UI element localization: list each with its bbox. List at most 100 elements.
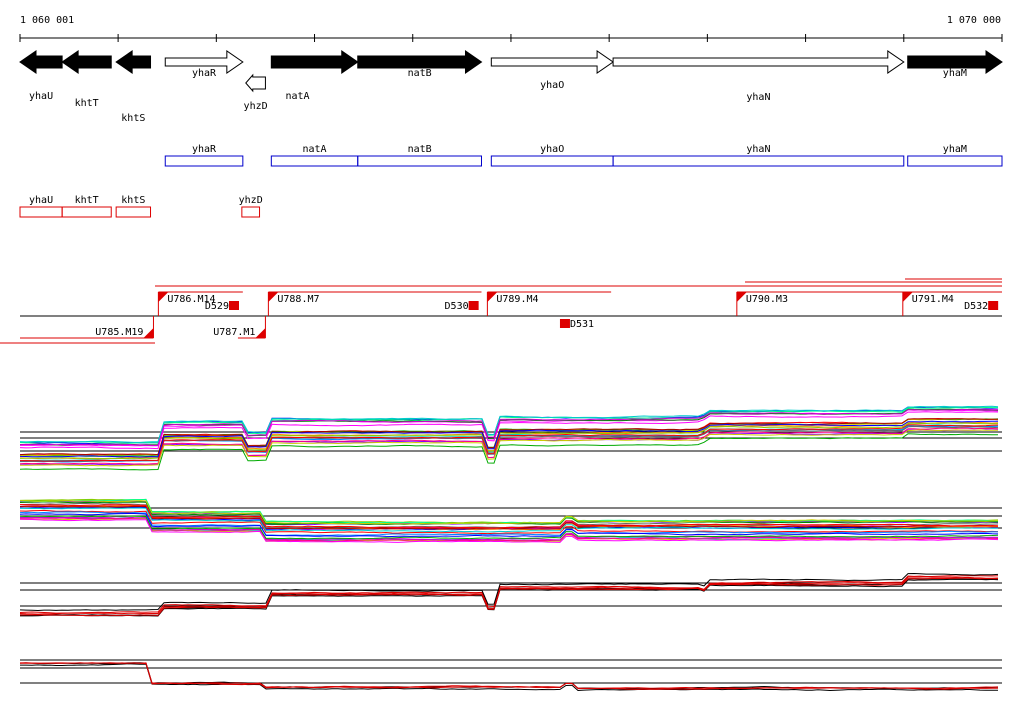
profile-curve xyxy=(19,578,999,617)
breakpoint-D530[interactable] xyxy=(468,301,479,310)
segment-label-U788.M7: U788.M7 xyxy=(277,294,319,305)
feature-box-khtT[interactable] xyxy=(61,206,112,218)
feature-box-yhaO[interactable] xyxy=(490,155,614,167)
feature-box-label-natA: natA xyxy=(302,144,326,155)
profile-curve xyxy=(19,575,999,614)
gene-arrow-natA[interactable] xyxy=(270,50,359,74)
profile-curve xyxy=(20,662,999,690)
segment-label-U785.M19: U785.M19 xyxy=(95,327,143,338)
profile-curve xyxy=(19,509,999,535)
gene-arrow-yhaU[interactable] xyxy=(19,50,63,74)
segment-label-U790.M3: U790.M3 xyxy=(746,294,788,305)
feature-box-yhaR[interactable] xyxy=(164,155,244,167)
profile-curve xyxy=(20,424,999,462)
gene-arrow-khtT[interactable] xyxy=(61,50,112,74)
gene-label-yhaO: yhaO xyxy=(540,80,564,91)
gene-label-khtS: khtS xyxy=(121,113,145,124)
profile-curve xyxy=(19,577,999,617)
expression-summary-minus xyxy=(19,659,1002,692)
profile-curve xyxy=(19,513,999,538)
profile-curve xyxy=(20,663,998,692)
profile-curve xyxy=(20,518,999,543)
gene-arrow-yhaM[interactable] xyxy=(907,50,1003,74)
gene-label-yhzD: yhzD xyxy=(244,101,268,112)
segment-flag-U789.M4[interactable] xyxy=(487,292,498,302)
coordinate-ruler: 1 060 001 1 070 000 xyxy=(19,15,1003,42)
profile-curve xyxy=(19,406,998,444)
gene-arrow-track: yhaU khtT khtS yhaR yhzD natA natB yhaO yhaN yhaM xyxy=(19,50,1003,124)
gene-label-natA: natA xyxy=(285,91,309,102)
breakpoint-D531[interactable] xyxy=(559,319,570,328)
profile-curve xyxy=(20,429,998,467)
profile-curve xyxy=(19,425,999,462)
gene-arrow-yhaR[interactable] xyxy=(164,50,244,74)
gene-arrow-khtS[interactable] xyxy=(115,50,152,74)
segment-label-U791.M4: U791.M4 xyxy=(912,294,954,305)
gene-arrow-yhaN[interactable] xyxy=(612,50,905,74)
plus-strand-box-track: yhaR natA natB yhaO yhaN yhaM xyxy=(164,144,1003,167)
expression-profile-plus xyxy=(19,405,1002,471)
profile-curve xyxy=(19,505,999,530)
feature-box-yhaN[interactable] xyxy=(612,155,905,167)
ruler-start-label: 1 060 001 xyxy=(20,15,74,26)
feature-box-label-khtS: khtS xyxy=(121,195,145,206)
profile-curve xyxy=(19,427,999,465)
segment-flag-U791.M4[interactable] xyxy=(902,292,913,302)
feature-box-yhzD[interactable] xyxy=(241,206,261,218)
segment-flag-U788.M7[interactable] xyxy=(268,292,279,302)
gene-label-yhaR: yhaR xyxy=(192,68,217,79)
profile-curve xyxy=(19,429,999,466)
gene-arrow-yhaO[interactable] xyxy=(490,50,614,74)
feature-box-label-natB: natB xyxy=(408,144,432,155)
breakpoint-label-D530: D530 xyxy=(445,301,469,312)
feature-box-label-yhaM: yhaM xyxy=(943,144,967,155)
expression-profile-minus xyxy=(19,498,1002,543)
transcription-segment-track: U786.M14 U788.M7 U789.M4 U790.M3 U791.M4 U785… xyxy=(0,278,1002,344)
gene-label-yhaM: yhaM xyxy=(943,68,967,79)
feature-box-label-yhzD: yhzD xyxy=(239,195,263,206)
profile-curve xyxy=(19,405,999,443)
feature-box-label-yhaU: yhaU xyxy=(29,195,53,206)
feature-box-label-yhaN: yhaN xyxy=(746,144,770,155)
segment-label-U787.M1: U787.M1 xyxy=(213,327,255,338)
gene-label-natB: natB xyxy=(408,68,432,79)
breakpoint-label-D529: D529 xyxy=(205,301,229,312)
profile-curve xyxy=(19,408,998,446)
profile-curve xyxy=(19,662,999,690)
segment-flag-U786.M14[interactable] xyxy=(158,292,169,302)
feature-box-natB[interactable] xyxy=(357,155,482,167)
breakpoint-D532[interactable] xyxy=(988,301,999,310)
profile-curve xyxy=(19,515,999,540)
feature-box-natA[interactable] xyxy=(270,155,359,167)
profile-curve xyxy=(19,504,999,529)
breakpoint-label-D532: D532 xyxy=(964,301,988,312)
feature-box-khtS[interactable] xyxy=(115,206,152,218)
expression-summary-plus xyxy=(19,572,1002,617)
profile-curve xyxy=(19,411,999,450)
feature-box-label-yhaR: yhaR xyxy=(192,144,217,155)
profile-curve xyxy=(19,433,999,471)
breakpoint-label-D531: D531 xyxy=(570,319,594,330)
profile-curve xyxy=(19,576,999,615)
profile-curve xyxy=(19,572,999,612)
gene-label-yhaU: yhaU xyxy=(29,91,53,102)
segment-label-U789.M4: U789.M4 xyxy=(496,294,538,305)
profile-curve xyxy=(19,516,998,541)
segment-flag-U790.M3[interactable] xyxy=(736,292,747,302)
feature-box-label-khtT: khtT xyxy=(75,195,99,206)
profile-curve xyxy=(19,500,999,525)
ruler-end-label: 1 070 000 xyxy=(947,15,1001,26)
gene-arrow-natB[interactable] xyxy=(357,50,483,74)
segment-label-U786.M14: U786.M14 xyxy=(167,294,215,305)
segment-flag-U785.M19[interactable] xyxy=(143,328,154,338)
gene-label-yhaN: yhaN xyxy=(746,92,770,103)
feature-box-yhaM[interactable] xyxy=(907,155,1003,167)
breakpoint-D529[interactable] xyxy=(228,301,239,310)
gene-arrow-yhzD[interactable] xyxy=(245,73,266,93)
minus-strand-box-track: yhaU khtT khtS yhzD xyxy=(19,195,263,218)
segment-flag-U787.M1[interactable] xyxy=(255,328,266,338)
gene-label-khtT: khtT xyxy=(75,98,99,109)
feature-box-yhaU[interactable] xyxy=(19,206,63,218)
profile-curve xyxy=(19,418,999,456)
